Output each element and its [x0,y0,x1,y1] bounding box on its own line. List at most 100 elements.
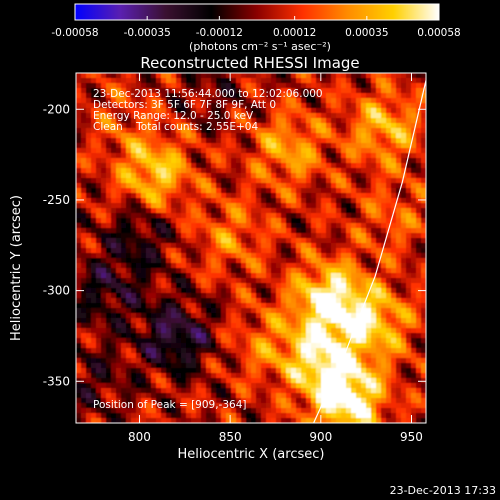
heatmap-cell [111,358,117,364]
heatmap-cell [256,278,262,284]
heatmap-cell [296,73,302,79]
heatmap-cell [101,153,107,159]
heatmap-cell [211,298,217,304]
heatmap-cell [306,188,312,194]
heatmap-cell [351,338,357,344]
heatmap-cell [156,253,162,259]
heatmap-cell [126,228,132,234]
heatmap-cell [116,88,122,94]
heatmap-cell [201,253,207,259]
heatmap-cell [101,243,107,249]
heatmap-cell [121,193,127,199]
heatmap-cell [141,198,147,204]
heatmap-cell [421,313,426,319]
heatmap-cell [276,138,282,144]
heatmap-cell [406,183,412,189]
heatmap-cell [276,258,282,264]
heatmap-cell [321,373,327,379]
heatmap-cell [196,408,202,414]
heatmap-cell [241,318,247,324]
heatmap-cell [101,123,107,129]
heatmap-cell [96,128,102,134]
heatmap-cell [231,353,237,359]
heatmap-cell [116,148,122,154]
heatmap-cell [281,263,287,269]
heatmap-cell [141,323,147,329]
heatmap-cell [231,188,237,194]
heatmap-cell [401,298,407,304]
heatmap-cell [291,193,297,199]
heatmap-cell [76,183,82,189]
heatmap-cell [276,353,282,359]
heatmap-cell [221,138,227,144]
heatmap-cell [256,383,262,389]
heatmap-cell [211,228,217,234]
heatmap-cell [411,263,417,269]
heatmap-cell [261,108,267,114]
heatmap-cell [261,358,267,364]
heatmap-cell [361,133,367,139]
heatmap-cell [251,328,257,334]
heatmap-cell [261,153,267,159]
heatmap-cell [76,253,82,259]
heatmap-cell [96,238,102,244]
heatmap-cell [246,403,252,409]
heatmap-cell [96,148,102,154]
heatmap-cell [316,173,322,179]
heatmap-cell [236,103,242,109]
heatmap-cell [206,343,212,349]
heatmap-cell [151,318,157,324]
heatmap-cell [296,108,302,114]
heatmap-cell [276,303,282,309]
heatmap-cell [176,133,182,139]
heatmap-cell [336,243,342,249]
heatmap-cell [141,228,147,234]
heatmap-cell [131,83,137,89]
heatmap-cell [341,373,347,379]
heatmap-cell [96,313,102,319]
heatmap-cell [391,413,397,419]
heatmap-cell [81,258,87,264]
heatmap-cell [121,83,127,89]
heatmap-cell [206,138,212,144]
heatmap-cell [131,373,137,379]
heatmap-cell [261,253,267,259]
heatmap-cell [176,328,182,334]
heatmap-cell [221,253,227,259]
heatmap-cell [191,378,197,384]
heatmap-cell [76,213,82,219]
heatmap-cell [161,108,167,114]
heatmap-cell [271,83,277,89]
heatmap-cell [216,368,222,374]
heatmap-cell [226,148,232,154]
heatmap-cell [336,118,342,124]
heatmap-cell [231,343,237,349]
heatmap-cell [116,163,122,169]
heatmap-cell [306,148,312,154]
heatmap-cell [251,163,257,169]
heatmap-cell [231,143,237,149]
heatmap-cell [291,303,297,309]
heatmap-cell [326,268,332,274]
heatmap-cell [411,308,417,314]
heatmap-cell [326,333,332,339]
heatmap-cell [206,198,212,204]
heatmap-cell [91,103,97,109]
heatmap-cell [376,368,382,374]
heatmap-cell [341,238,347,244]
heatmap-cell [196,143,202,149]
heatmap-cell [361,393,367,399]
heatmap-cell [376,393,382,399]
heatmap-cell [381,258,387,264]
heatmap-cell [111,218,117,224]
heatmap-cell [411,348,417,354]
heatmap-cell [406,143,412,149]
heatmap-cell [76,173,82,179]
heatmap-cell [196,148,202,154]
heatmap-cell [91,223,97,229]
heatmap-cell [386,328,392,334]
heatmap-cell [241,343,247,349]
heatmap-cell [121,173,127,179]
heatmap-cell [156,308,162,314]
heatmap-cell [201,113,207,119]
